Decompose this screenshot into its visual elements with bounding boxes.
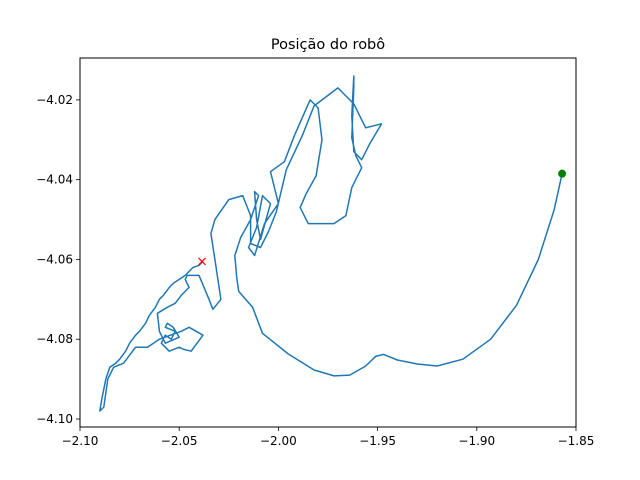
- y-tick-label: −4.04: [36, 173, 73, 187]
- axes-frame: [79, 57, 577, 428]
- x-tick-label: −1.85: [558, 434, 595, 448]
- trajectory-line-0: [99, 75, 563, 412]
- chart-title: Posição do robô: [271, 37, 385, 53]
- y-tick-label: −4.08: [36, 332, 73, 346]
- y-tick-label: −4.02: [36, 93, 73, 107]
- x-tick-label: −2.10: [62, 434, 99, 448]
- end-marker: [198, 257, 206, 266]
- start-marker: [558, 169, 567, 178]
- y-tick-label: −4.06: [36, 252, 73, 266]
- y-tick-label: −4.10: [36, 412, 73, 426]
- x-tick-label: −1.95: [359, 434, 396, 448]
- x-tick-label: −2.05: [161, 434, 198, 448]
- x-tick-label: −2.00: [260, 434, 297, 448]
- axes: −2.10 −2.05 −2.00 −1.95 −1.90 −1.85 −4.10 −4.08…: [36, 93, 594, 448]
- plot-area: [99, 75, 567, 412]
- x-tick-label: −1.90: [458, 434, 495, 448]
